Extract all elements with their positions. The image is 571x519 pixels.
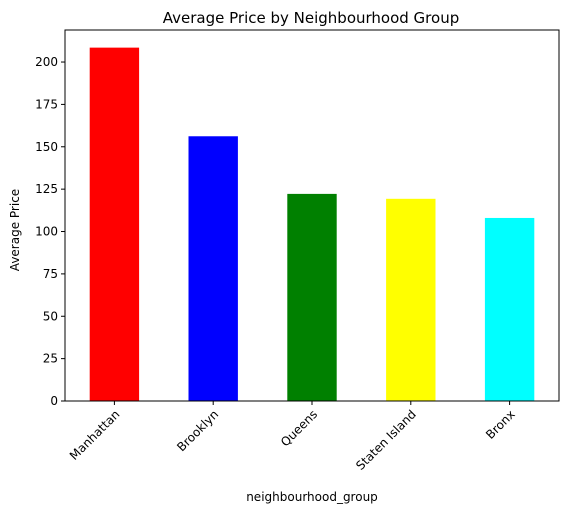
y-tick-label: 175 (35, 97, 58, 111)
bar-manhattan (89, 47, 140, 401)
y-tick-label: 25 (43, 352, 58, 366)
y-tick-label: 125 (35, 182, 58, 196)
y-axis-label: Average Price (8, 189, 22, 271)
x-axis-label: neighbourhood_group (246, 490, 378, 504)
y-tick-label: 150 (35, 140, 58, 154)
bar-staten-island (386, 198, 436, 401)
y-axis-ticks: 0 25 50 75 100 125 150 175 200 (35, 55, 65, 408)
bar-brooklyn (188, 136, 238, 401)
chart-title: Average Price by Neighbourhood Group (163, 9, 459, 27)
plot-frame (64, 29, 560, 402)
y-tick-label: 100 (35, 225, 58, 239)
y-tick-label: 75 (43, 267, 58, 281)
bars-layer (89, 47, 535, 401)
bar-bronx (484, 217, 535, 401)
bar-queens (287, 193, 337, 401)
y-tick-label: 0 (50, 394, 58, 408)
y-tick-label: 200 (35, 55, 58, 69)
y-tick-label: 50 (43, 309, 58, 323)
